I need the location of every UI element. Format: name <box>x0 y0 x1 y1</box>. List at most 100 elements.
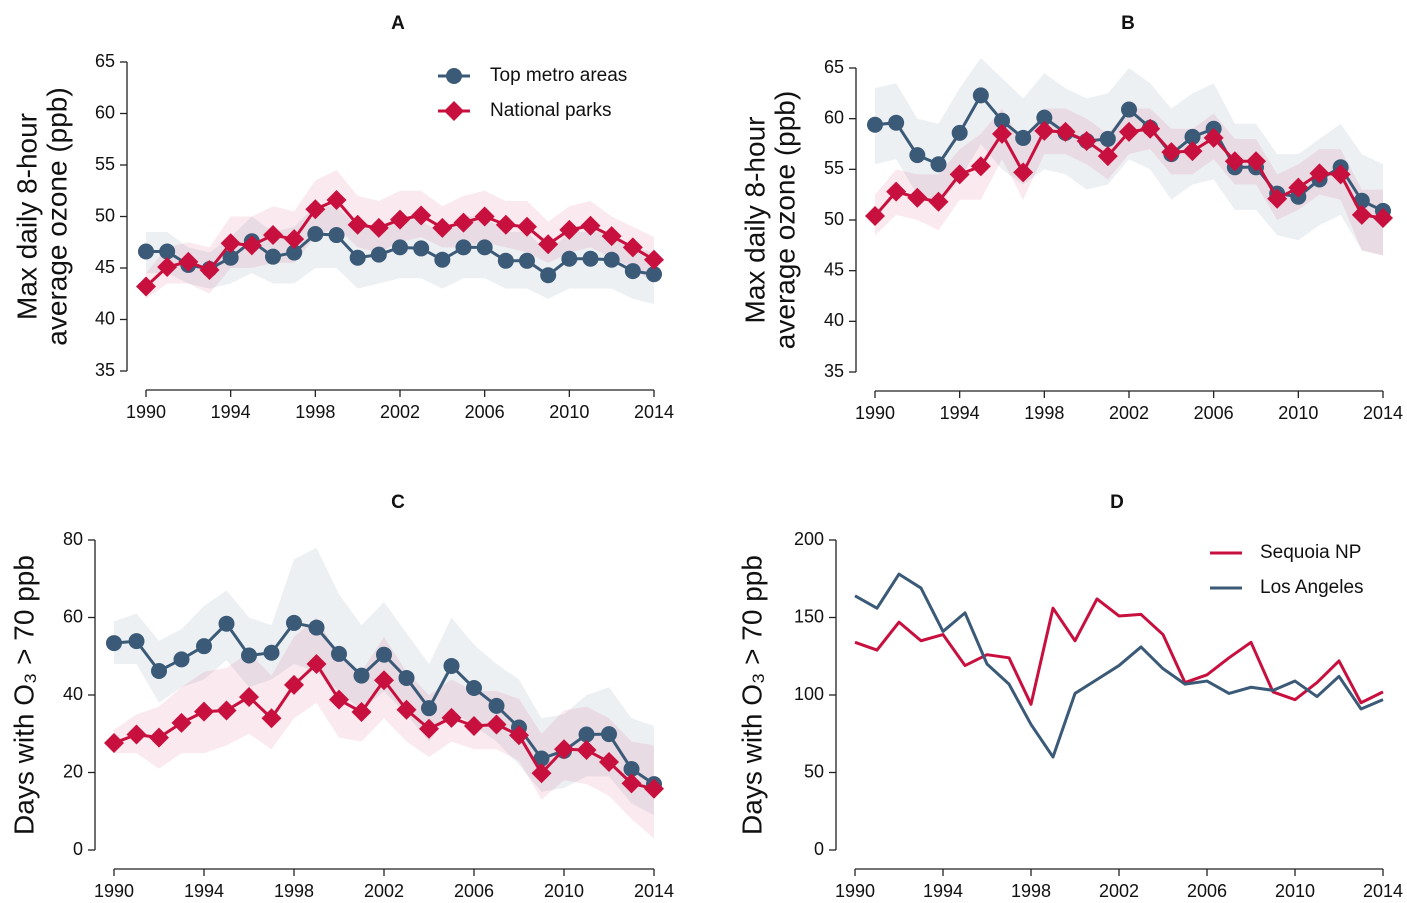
point <box>455 239 472 256</box>
point <box>580 215 601 236</box>
x-tick-label: 1998 <box>274 881 314 901</box>
x-tick-label: 1994 <box>940 403 980 423</box>
y-axis-label: Days with O₃ > 70 ppb <box>736 555 767 835</box>
point <box>476 239 493 256</box>
point <box>328 227 345 244</box>
x-tick-label: 1990 <box>835 881 875 901</box>
point <box>222 249 239 266</box>
confidence-band <box>875 108 1383 256</box>
point <box>263 644 280 661</box>
x-tick-label: 2002 <box>364 881 404 901</box>
series-line <box>854 597 1384 706</box>
point <box>621 773 642 794</box>
x-tick-label: 2010 <box>549 402 589 422</box>
point <box>453 212 474 233</box>
y-tick-label: 45 <box>824 259 844 279</box>
y-tick-label: 50 <box>804 761 824 781</box>
point <box>411 205 432 226</box>
point <box>104 733 124 754</box>
point <box>1119 121 1139 142</box>
point <box>951 124 968 141</box>
x-tick-label: 2014 <box>1363 403 1403 423</box>
x-tick-label: 2006 <box>454 881 494 901</box>
point <box>106 635 122 652</box>
point <box>370 246 387 263</box>
point <box>1099 130 1116 147</box>
point <box>331 645 347 662</box>
point <box>308 619 325 636</box>
point <box>443 657 460 674</box>
point <box>599 752 619 773</box>
point <box>1055 121 1076 142</box>
y-tick-label: 45 <box>95 257 115 277</box>
point <box>907 187 928 208</box>
point <box>368 217 389 238</box>
x-tick-label: 1990 <box>126 402 166 422</box>
point <box>1161 142 1182 163</box>
y-tick-label: 150 <box>794 606 824 626</box>
point <box>136 276 156 297</box>
point <box>1373 207 1393 228</box>
point <box>265 248 281 265</box>
point <box>497 252 514 269</box>
x-tick-label: 2014 <box>634 402 674 422</box>
point <box>578 726 595 743</box>
point <box>284 229 305 250</box>
x-tick-label: 2010 <box>1275 881 1315 901</box>
series-line <box>854 572 1384 759</box>
point <box>644 778 664 799</box>
x-tick-label: 1994 <box>923 881 963 901</box>
point <box>286 244 303 261</box>
x-tick-label: 2014 <box>634 881 674 901</box>
y-axis-label: Max daily 8-hour <box>739 117 770 324</box>
point <box>326 190 347 211</box>
point <box>865 205 885 226</box>
y-tick-label: 50 <box>824 209 844 229</box>
y-tick-label: 35 <box>824 361 844 381</box>
point <box>1097 146 1118 167</box>
point <box>241 235 262 256</box>
point <box>305 199 326 220</box>
point <box>886 181 907 202</box>
point <box>538 234 559 255</box>
point <box>909 147 926 164</box>
legend-label: Top metro areas <box>490 65 627 86</box>
point <box>1267 188 1288 209</box>
point <box>434 251 451 268</box>
point <box>601 226 622 247</box>
point <box>970 156 991 177</box>
point <box>464 716 484 736</box>
point <box>928 191 949 212</box>
point <box>531 763 552 784</box>
y-axis-label: average ozone (ppb) <box>769 91 800 349</box>
point <box>466 680 482 697</box>
y-tick-label: 40 <box>824 310 844 330</box>
point <box>390 209 410 230</box>
x-tick-label: 1998 <box>295 402 335 422</box>
point <box>307 226 324 243</box>
confidence-band <box>146 170 654 299</box>
legend-label: National parks <box>490 100 611 121</box>
point <box>603 251 620 268</box>
y-tick-label: 65 <box>824 57 844 77</box>
panel-title: C <box>391 492 405 513</box>
x-tick-label: 1994 <box>211 402 251 422</box>
point <box>171 712 192 733</box>
panel-title: D <box>1110 492 1124 513</box>
x-tick-label: 2002 <box>1109 403 1149 423</box>
point <box>1034 120 1055 141</box>
x-tick-label: 1990 <box>855 403 895 423</box>
point <box>488 697 505 714</box>
point <box>972 87 989 104</box>
y-tick-label: 35 <box>95 360 115 380</box>
point <box>1184 128 1201 145</box>
x-tick-label: 2006 <box>465 402 505 422</box>
point <box>930 156 947 173</box>
point <box>306 654 327 674</box>
point <box>396 699 417 720</box>
point <box>1351 204 1372 225</box>
y-tick-label: 55 <box>824 158 844 178</box>
point <box>151 662 167 679</box>
point <box>419 718 439 739</box>
point <box>261 708 282 729</box>
